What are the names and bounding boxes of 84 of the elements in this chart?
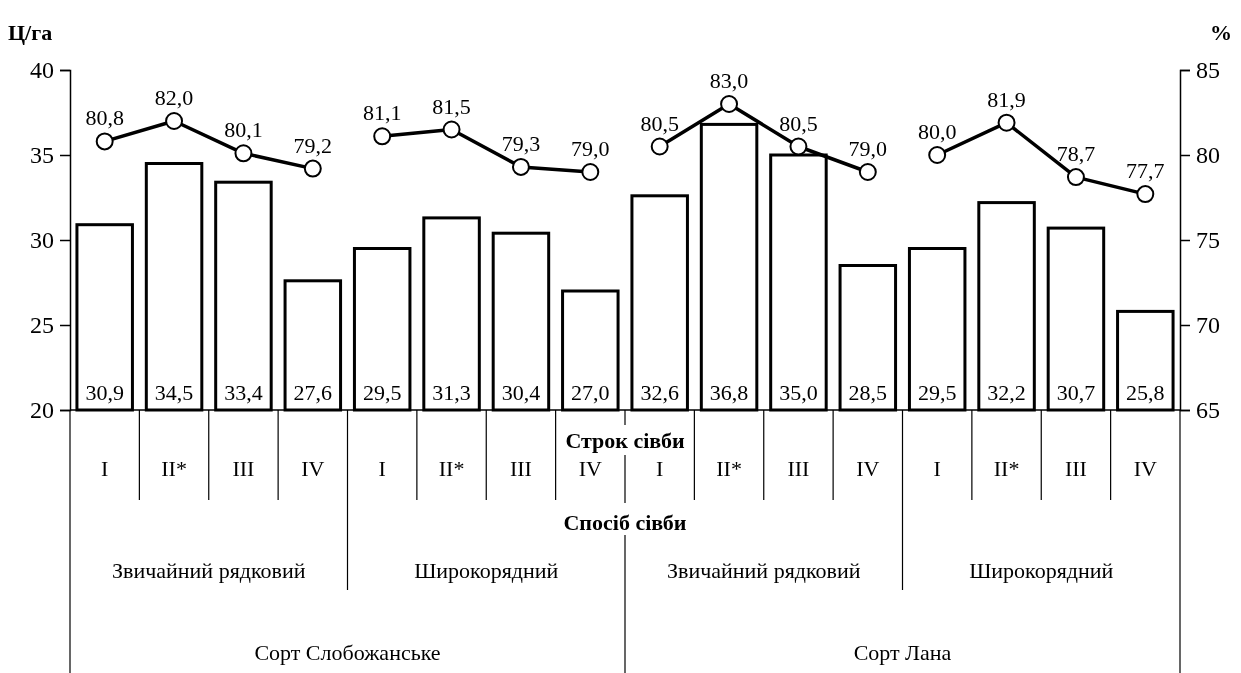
point (95, 132, 114, 151)
data-label: 79,0 (848, 136, 888, 161)
x-tick-label: III (787, 456, 810, 481)
point (1136, 185, 1155, 204)
data-label: 80,8 (85, 105, 124, 131)
point (1066, 168, 1085, 187)
x-tick-label: II* (993, 456, 1020, 481)
x-tick-label: I (101, 456, 109, 481)
point (858, 163, 877, 181)
point (442, 120, 461, 139)
data-label: 35,0 (779, 380, 818, 405)
text: Сорт Лана (853, 640, 952, 665)
x-tick-label: III (1064, 456, 1087, 481)
data-label: 81,5 (432, 93, 471, 119)
data-label: 80,5 (640, 110, 679, 136)
x-tick-label: III (232, 456, 255, 481)
data-label: 83,0 (709, 68, 749, 93)
y-tick-label: 30 (30, 227, 54, 254)
point (720, 95, 739, 113)
x-tick-label: II* (438, 456, 465, 481)
text: Спосіб сівби (563, 510, 687, 535)
point (303, 159, 322, 178)
data-label: 80,1 (224, 117, 263, 143)
x-tick-label: I (378, 456, 386, 481)
data-label: 81,1 (362, 100, 402, 126)
point (928, 146, 947, 164)
point (511, 157, 530, 176)
x-tick-label: I (656, 456, 664, 481)
text: Звичайний рядковий (112, 558, 306, 583)
data-label: 81,9 (987, 86, 1026, 112)
point (997, 113, 1016, 132)
data-label: 80,5 (779, 110, 818, 136)
data-label: 27,0 (571, 380, 610, 405)
data-label: 30,9 (85, 380, 124, 405)
data-label: 34,5 (154, 380, 194, 405)
x-tick-label: IV (578, 456, 603, 481)
y2-tick-label: 70 (1196, 312, 1220, 339)
x-tick-label: I (933, 456, 941, 481)
x-tick-label: IV (1133, 456, 1158, 481)
data-label: 27,6 (293, 380, 333, 405)
x-tick-label: IV (856, 456, 880, 481)
y2-tick-label: 80 (1196, 142, 1220, 169)
point (234, 144, 253, 163)
text: Звичайний рядковий (667, 558, 861, 583)
data-label: 33,4 (224, 380, 263, 405)
y2-tick-label: 65 (1196, 397, 1220, 424)
data-label: 82,0 (154, 85, 194, 110)
data-label: 32,2 (987, 380, 1026, 405)
text: Широкорядний (969, 558, 1114, 583)
data-label: 36,8 (709, 380, 749, 405)
data-label: 29,5 (362, 380, 402, 405)
data-label: 79,2 (293, 132, 333, 158)
data-label: 78,7 (1056, 141, 1096, 167)
point (581, 163, 600, 181)
data-label: 31,3 (432, 380, 471, 405)
text: Широкорядний (414, 558, 559, 583)
y-axis-title: Ц/га (8, 20, 53, 45)
x-tick-label: II* (716, 456, 742, 481)
text: Сорт Слобожанське (254, 640, 441, 665)
data-label: 79,3 (501, 130, 541, 156)
data-label: 77,7 (1126, 158, 1165, 184)
y-tick-label: 40 (30, 57, 54, 84)
data-label: 30,4 (501, 380, 541, 405)
data-label: 25,8 (1126, 380, 1165, 405)
y-tick-label: 20 (30, 397, 54, 424)
x-tick-label: II* (161, 456, 187, 481)
data-label: 28,5 (848, 380, 888, 405)
y-tick-label: 25 (30, 312, 54, 339)
y2-tick-label: 85 (1196, 57, 1220, 84)
point (165, 112, 184, 130)
y2-tick-label: 75 (1196, 227, 1220, 254)
x-tick-label: III (509, 456, 532, 481)
data-label: 79,0 (571, 136, 610, 161)
y-tick-label: 35 (30, 142, 54, 169)
data-label: 32,6 (640, 380, 679, 405)
x-axis-title: Строк сівби (565, 428, 685, 453)
x-tick-label: IV (301, 456, 325, 481)
y2-axis-title: % (1210, 20, 1232, 45)
point (789, 137, 808, 156)
data-label: 30,7 (1056, 380, 1096, 405)
data-label: 80,0 (917, 119, 957, 144)
data-label: 29,5 (917, 380, 957, 405)
point (373, 127, 392, 146)
point (650, 137, 669, 156)
